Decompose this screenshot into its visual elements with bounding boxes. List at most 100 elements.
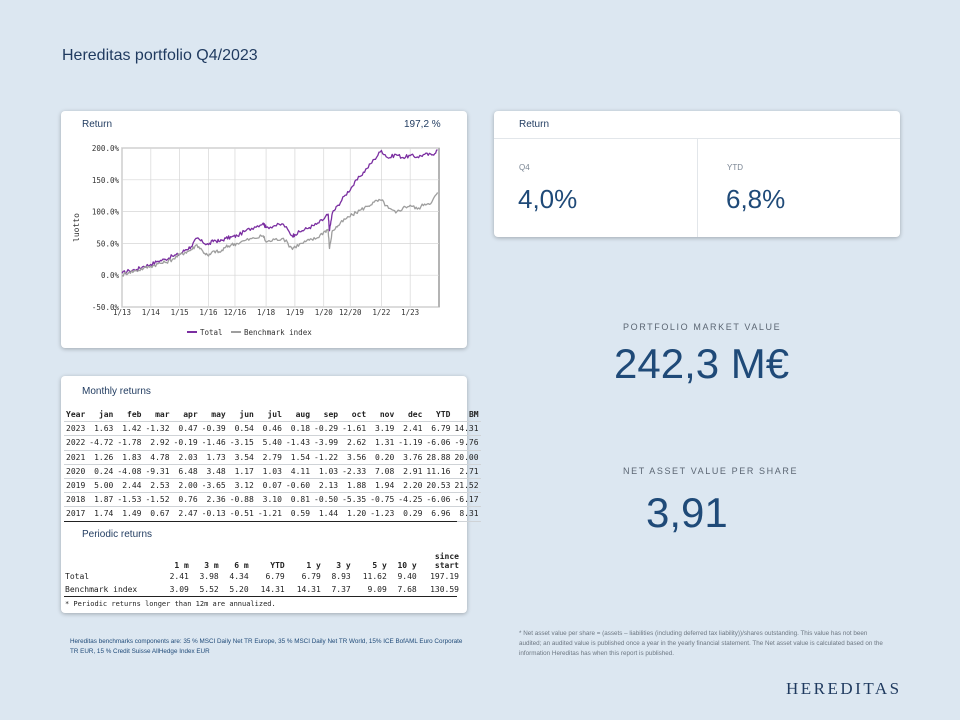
market-value-label: PORTFOLIO MARKET VALUE xyxy=(623,322,782,332)
monthly-cell: 1.44 xyxy=(318,509,339,519)
monthly-cell: 2023 xyxy=(66,424,86,434)
monthly-cell: 3.76 xyxy=(403,452,423,462)
monthly-cell: 2.41 xyxy=(403,424,423,434)
y-tick-label: 50.0% xyxy=(96,239,119,248)
periodic-header-cell: 1 m xyxy=(174,561,189,570)
monthly-cell: 0.24 xyxy=(94,466,114,476)
monthly-cell: 14.31 xyxy=(454,424,479,434)
periodic-cell: 7.68 xyxy=(397,585,417,595)
monthly-cell: 0.76 xyxy=(178,495,198,505)
periodic-header-cell: 3 m xyxy=(204,561,219,570)
table-row: 2021 1.26 1.83 4.78 2.03 1.73 3.54 2.79 1.54 -1.2… xyxy=(64,450,481,465)
monthly-cell: 1.20 xyxy=(346,509,367,519)
periodic-cell: 6.79 xyxy=(301,572,321,582)
monthly-cell: -0.51 xyxy=(229,509,254,519)
monthly-cell: 0.29 xyxy=(403,509,423,519)
monthly-cell: 0.54 xyxy=(234,424,254,434)
monthly-cell: -0.75 xyxy=(370,495,395,505)
table-row: 2018 1.87 -1.53 -1.52 0.76 2.36 -0.88 3.10 0.81-… xyxy=(64,493,481,507)
x-tick-label: 1/18 xyxy=(257,308,276,317)
periodic-cell: 3.09 xyxy=(169,585,189,595)
table-row: 2020 0.24 -4.08 -9.31 6.48 3.48 1.17 1.03 4.11 1.… xyxy=(64,464,481,479)
monthly-cell: 7.08 xyxy=(375,466,395,476)
return-line-chart: 200.0% 150.0% 100.0% 50.0% 0.0% -50.0%1/13 1/1… xyxy=(72,144,440,337)
monthly-header-cell: jul xyxy=(267,410,282,420)
periodic-cell: 9.40 xyxy=(397,572,417,582)
divider xyxy=(697,138,698,237)
x-tick-label: 1/23 xyxy=(401,308,419,317)
table-row: 2019 5.00 2.44 2.53 2.00 -3.65 3.12 0.07 -0.60 2.… xyxy=(64,478,481,493)
x-tick-label: 12/16 xyxy=(224,308,247,317)
periodic-header-row: 1 m 3 m 6 m YTD 1 y 3 y 5 y 10 y since start xyxy=(63,550,461,570)
periodic-cell: Benchmark index xyxy=(65,585,138,595)
monthly-cell: 3.48 xyxy=(206,466,226,476)
divider xyxy=(64,596,457,597)
y-tick-label: 0.0% xyxy=(101,271,120,280)
periodic-returns-table: 1 m 3 m 6 m YTD 1 y 3 y 5 y 10 y since start Tota… xyxy=(63,550,461,596)
monthly-header-cell: BM xyxy=(468,410,479,420)
monthly-cell: 5.40 xyxy=(262,438,282,448)
periodic-cell: 6.79 xyxy=(265,572,285,582)
monthly-cell: 1.49 xyxy=(122,509,142,519)
table-row: 2023 1.63 1.42 -1.32 0.47 -0.39 0.54 0.46 0.18 -0… xyxy=(64,422,481,436)
monthly-cell: 2.62 xyxy=(346,438,367,448)
periodic-cell: 5.20 xyxy=(229,585,249,595)
monthly-cell: -5.35 xyxy=(342,495,367,505)
monthly-cell: -0.50 xyxy=(314,495,339,505)
monthly-cell: 4.11 xyxy=(290,466,311,476)
monthly-cell: -1.23 xyxy=(370,509,395,519)
monthly-header-cell: Year xyxy=(66,410,86,420)
periodic-header-cell: since start xyxy=(434,552,459,570)
monthly-cell: 3.56 xyxy=(346,452,367,462)
monthly-cell: -0.19 xyxy=(173,438,198,448)
monthly-cell: -1.78 xyxy=(117,438,142,448)
table-row: 2022 -4.72 -1.78 2.92 -0.19 -1.46 -3.15 5.40 -1.… xyxy=(64,436,481,451)
monthly-cell: 5.00 xyxy=(94,481,114,491)
monthly-cell: -0.39 xyxy=(201,424,226,434)
monthly-cell: 2.20 xyxy=(403,481,423,491)
periodic-note: * Periodic returns longer than 12m are a… xyxy=(65,600,276,608)
monthly-header-cell: YTD xyxy=(436,410,451,420)
monthly-cell: -0.88 xyxy=(229,495,254,505)
monthly-cell: 3.54 xyxy=(234,452,254,462)
y-tick-label: -50.0% xyxy=(92,303,120,312)
monthly-header-cell: oct xyxy=(351,410,367,420)
monthly-cell: -6.06 xyxy=(426,438,451,448)
periodic-header-cell: YTD xyxy=(270,561,285,570)
monthly-cell: 1.31 xyxy=(375,438,395,448)
monthly-cell: 1.63 xyxy=(94,424,114,434)
monthly-cell: 2017 xyxy=(66,509,86,519)
monthly-header-cell: aug xyxy=(295,410,311,420)
monthly-cell: 2.79 xyxy=(262,452,282,462)
monthly-cell: 2022 xyxy=(66,438,86,448)
monthly-header-cell: mar xyxy=(155,410,170,420)
monthly-cell: 2.03 xyxy=(178,452,198,462)
monthly-cell: -3.65 xyxy=(201,481,226,491)
monthly-cell: 1.26 xyxy=(94,452,114,462)
market-value: 242,3 M€ xyxy=(614,340,790,387)
monthly-cell: 2.91 xyxy=(403,466,423,476)
monthly-cell: 0.20 xyxy=(375,452,395,462)
periodic-header-cell: 10 y xyxy=(397,561,417,570)
periodic-cell: 3.98 xyxy=(199,572,219,582)
monthly-cell: 1.87 xyxy=(94,495,114,505)
monthly-cell: 6.96 xyxy=(431,509,451,519)
ytd-label: YTD xyxy=(727,163,743,172)
q4-label: Q4 xyxy=(519,163,530,172)
monthly-cell: 2.53 xyxy=(150,481,170,491)
monthly-cell: 2018 xyxy=(66,495,86,505)
monthly-cell: -6.06 xyxy=(426,495,451,505)
periodic-cell: 11.62 xyxy=(362,572,387,582)
monthly-cell: 1.73 xyxy=(206,452,226,462)
monthly-cell: -1.53 xyxy=(117,495,142,505)
monthly-cell: 1.74 xyxy=(94,509,114,519)
monthly-cell: -0.29 xyxy=(314,424,339,434)
periodic-cell: 7.37 xyxy=(331,585,351,595)
y-tick-label: 150.0% xyxy=(92,176,120,185)
monthly-cell: -0.13 xyxy=(201,509,226,519)
divider xyxy=(64,521,457,522)
monthly-cell: 2.00 xyxy=(178,481,198,491)
legend-label: Benchmark index xyxy=(244,328,312,337)
monthly-cell: -4.08 xyxy=(117,466,142,476)
monthly-cell: 0.67 xyxy=(150,509,170,519)
